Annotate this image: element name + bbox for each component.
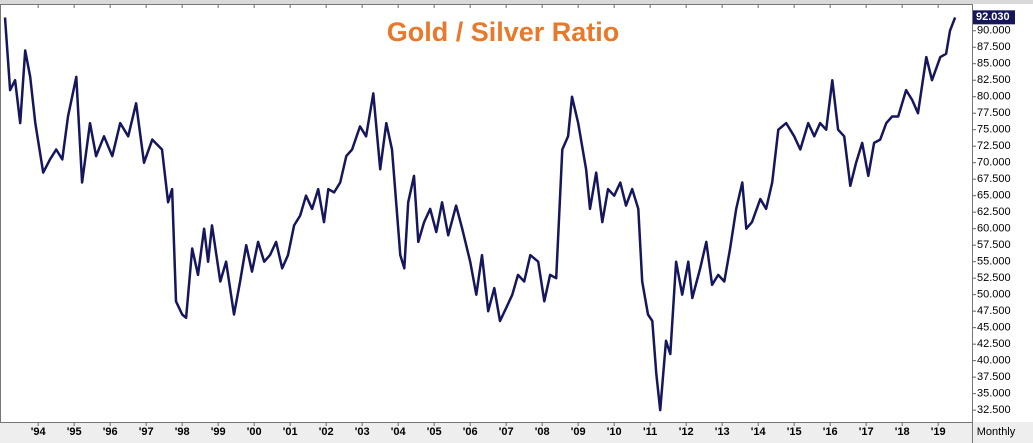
y-tick-label: 60.000 [977, 223, 1011, 235]
y-tick-label: 50.000 [977, 289, 1011, 301]
y-tick-label: 72.500 [977, 140, 1011, 152]
y-tick-label: 70.000 [977, 157, 1011, 169]
y-tick-label: 85.000 [977, 58, 1011, 70]
x-tick-label: '94 [31, 426, 47, 438]
y-tick-label: 57.500 [977, 239, 1011, 251]
x-tick-label: '99 [211, 426, 226, 438]
y-tick-label: 67.500 [977, 173, 1011, 185]
x-tick-label: '09 [571, 426, 586, 438]
y-tick-label: 32.500 [977, 404, 1011, 416]
y-tick-label: 77.500 [977, 107, 1011, 119]
x-tick-label: '17 [859, 426, 874, 438]
x-tick-label: '12 [679, 426, 694, 438]
x-tick-label: '04 [391, 426, 407, 438]
last-value-box [973, 10, 1015, 25]
y-tick-label: 40.000 [977, 355, 1011, 367]
x-tick-label: '14 [751, 426, 767, 438]
period-label: Monthly [977, 426, 1016, 438]
x-tick-label: '97 [139, 426, 154, 438]
x-tick-label: '98 [175, 426, 190, 438]
y-tick-label: 45.000 [977, 322, 1011, 334]
x-tick-label: '19 [931, 426, 946, 438]
y-tick-label: 80.000 [977, 91, 1011, 103]
x-tick-label: '11 [643, 426, 657, 438]
y-tick-label: 75.000 [977, 124, 1011, 136]
y-tick-label: 65.000 [977, 190, 1011, 202]
y-tick-label: 47.500 [977, 305, 1011, 317]
y-tick-label: 90.000 [977, 25, 1011, 37]
y-tick-label: 87.500 [977, 41, 1011, 53]
top-strip [0, 0, 1033, 4]
y-tick-label: 37.500 [977, 371, 1011, 383]
chart-title: Gold / Silver Ratio [387, 17, 620, 47]
x-tick-label: '01 [283, 426, 298, 438]
y-tick-label: 42.500 [977, 338, 1011, 350]
y-tick-label: 62.500 [977, 206, 1011, 218]
y-tick-label: 52.500 [977, 272, 1011, 284]
y-tick-label: 82.500 [977, 74, 1011, 86]
x-tick-label: '07 [499, 426, 514, 438]
y-tick-label: 35.000 [977, 388, 1011, 400]
x-tick-label: '05 [427, 426, 442, 438]
x-tick-label: '13 [715, 426, 730, 438]
x-tick-label: '18 [895, 426, 910, 438]
ratio-line [3, 17, 957, 412]
x-tick-label: '00 [247, 426, 262, 438]
x-tick-label: '06 [463, 426, 478, 438]
x-tick-label: '95 [67, 426, 82, 438]
x-tick-label: '08 [535, 426, 550, 438]
x-tick-label: '15 [787, 426, 802, 438]
x-tick-label: '16 [823, 426, 838, 438]
last-value-label: 92.030 [976, 11, 1010, 23]
y-tick-label: 55.000 [977, 256, 1011, 268]
x-tick-label: '96 [103, 426, 118, 438]
x-axis-panel [0, 422, 1033, 443]
x-tick-label: '02 [319, 426, 334, 438]
x-tick-label: '03 [355, 426, 370, 438]
x-tick-label: '10 [607, 426, 622, 438]
